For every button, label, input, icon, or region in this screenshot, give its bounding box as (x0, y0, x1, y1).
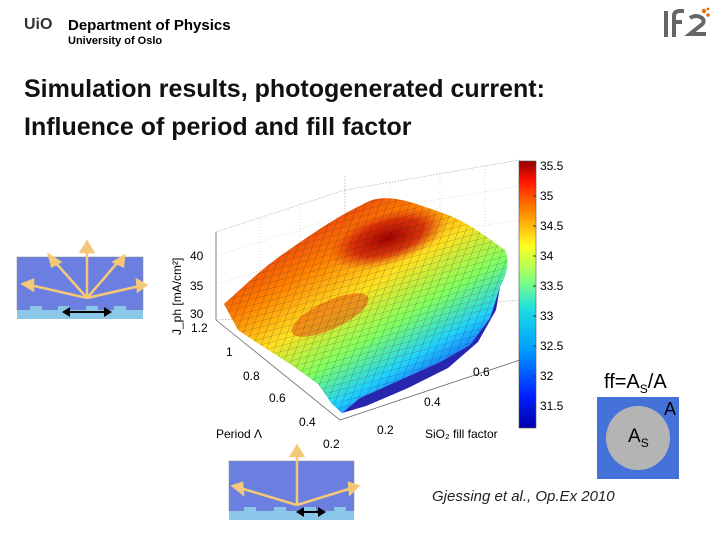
colorbar-tick-label: 32.5 (540, 339, 564, 353)
ff-tick-0.2: 0.2 (377, 423, 394, 437)
ff-axis-label: SiO₂ fill factor (425, 427, 498, 441)
period-tick-1.2: 1.2 (191, 321, 208, 335)
colorbar-tick-label: 35.5 (540, 159, 564, 173)
ff-tick-0.4: 0.4 (424, 395, 441, 409)
department-name: Department of Physics (68, 17, 231, 34)
period-tick-1: 1 (226, 345, 233, 359)
university-name: University of Oslo (68, 35, 163, 47)
z-axis-label: J_ph [mA/cm²] (170, 258, 184, 335)
colorbar-tick-label: 32 (540, 369, 554, 383)
z-tick-30: 30 (190, 307, 204, 321)
particle-area-label: AS (628, 426, 649, 450)
colorbar-tick-label: 33.5 (540, 279, 564, 293)
z-tick-35: 35 (190, 279, 204, 293)
grating-diagram-left (16, 239, 149, 319)
period-tick-0.6: 0.6 (269, 391, 286, 405)
period-tick-0.8: 0.8 (243, 369, 260, 383)
colorbar (518, 160, 537, 429)
photocurrent-surface (224, 198, 508, 413)
colorbar-tick-label: 31.5 (540, 399, 564, 413)
colorbar-tick-label: 34.5 (540, 219, 564, 233)
period-tick-0.4: 0.4 (299, 415, 316, 429)
fill-factor-formula: ff=AS/A (604, 371, 667, 396)
sio2-particle-circle (606, 406, 670, 470)
colorbar-tick-label: 33 (540, 309, 554, 323)
z-tick-40: 40 (190, 249, 204, 263)
period-axis-label: Period Λ (216, 427, 262, 441)
colorbar-tick-label: 35 (540, 189, 554, 203)
ife-logo-icon (664, 7, 710, 37)
slide-title-line1: Simulation results, photogenerated curre… (24, 75, 545, 103)
period-tick-0.2: 0.2 (323, 437, 340, 451)
uio-logo-text: UiO (24, 16, 53, 33)
colorbar-tick-label: 34 (540, 249, 554, 263)
slide-title: Simulation results, photogenerated curre… (24, 70, 714, 146)
slide-title-line2: Influence of period and fill factor (24, 113, 412, 141)
citation: Gjessing et al., Op.Ex 2010 (432, 488, 615, 505)
grating-diagram-bottom (228, 443, 361, 520)
unit-cell-area-label: A (664, 399, 677, 419)
uio-logo: UiO (24, 16, 52, 34)
ff-tick-0.6: 0.6 (473, 365, 490, 379)
